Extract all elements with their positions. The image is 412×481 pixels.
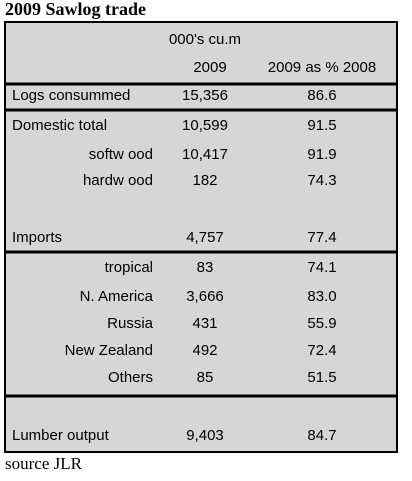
cell-volume: 85 — [197, 369, 214, 386]
row-label: Others — [108, 369, 153, 386]
cell-volume: 3,666 — [186, 288, 224, 305]
cell-percent: 55.9 — [307, 315, 336, 332]
cell-percent: 72.4 — [307, 342, 336, 359]
cell-percent: 77.4 — [307, 229, 336, 246]
cell-volume: 4,757 — [186, 229, 224, 246]
cell-percent: 91.5 — [307, 117, 336, 134]
cell-percent: 84.7 — [307, 427, 336, 444]
cell-percent: 51.5 — [307, 369, 336, 386]
cell-volume: 10,417 — [182, 146, 228, 163]
cell-volume: 9,403 — [186, 427, 224, 444]
cell-volume: 83 — [197, 259, 214, 276]
row-label: Russia — [107, 315, 154, 332]
cell-volume: 431 — [192, 315, 217, 332]
cell-volume: 492 — [192, 342, 217, 359]
cell-percent: 74.1 — [307, 259, 336, 276]
title: 2009 Sawlog trade — [5, 0, 146, 19]
table-box — [4, 21, 398, 453]
unit-label: 000's cu.m — [169, 31, 241, 48]
row-label: hardw ood — [83, 172, 153, 189]
cell-percent: 91.9 — [307, 146, 336, 163]
source: source JLR — [5, 454, 83, 473]
cell-percent: 86.6 — [307, 87, 336, 104]
row-label: Domestic total — [12, 117, 107, 134]
row-label: Logs consummed — [12, 87, 130, 104]
cell-percent: 74.3 — [307, 172, 336, 189]
cell-volume: 182 — [192, 172, 217, 189]
cell-volume: 10,599 — [182, 117, 228, 134]
row-label: New Zealand — [65, 342, 153, 359]
row-label: N. America — [80, 288, 154, 305]
row-label: Imports — [12, 229, 62, 246]
cell-percent: 83.0 — [307, 288, 336, 305]
column-header: 2009 — [193, 59, 226, 76]
column-header: 2009 as % 2008 — [268, 59, 376, 76]
row-label: tropical — [105, 259, 153, 276]
row-label: Lumber output — [12, 427, 110, 444]
row-label: softw ood — [89, 146, 153, 163]
cell-volume: 15,356 — [182, 87, 228, 104]
